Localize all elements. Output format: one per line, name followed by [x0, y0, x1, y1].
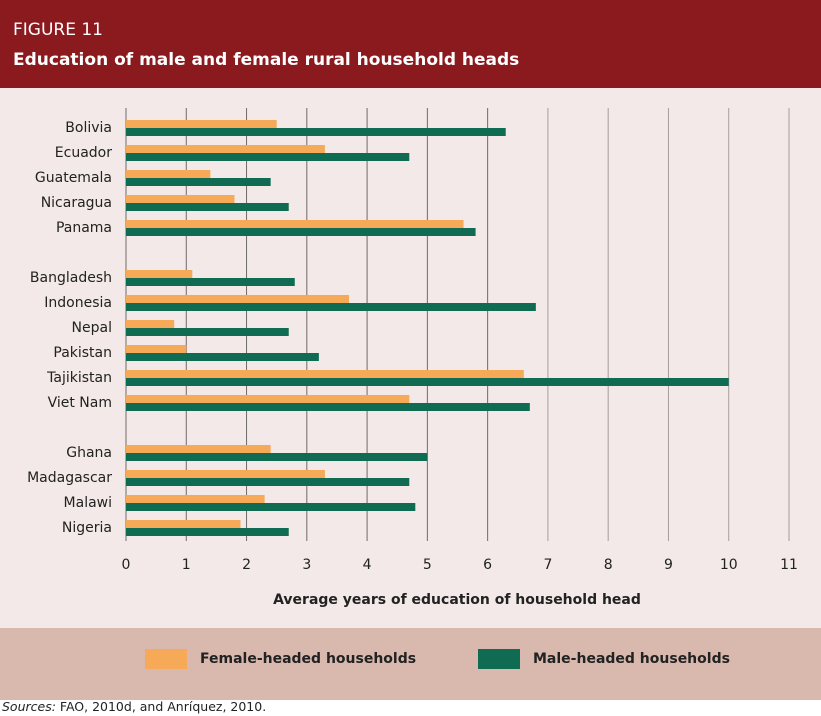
- category-label: Pakistan: [53, 345, 112, 361]
- category-label: Nepal: [72, 320, 112, 336]
- bar-male-nigeria: [126, 528, 289, 536]
- bar-male-pakistan: [126, 353, 319, 361]
- bar-male-malawi: [126, 503, 416, 511]
- x-tick-label: 10: [720, 557, 738, 573]
- bar-female-pakistan: [126, 345, 187, 353]
- category-label: Panama: [56, 220, 112, 236]
- bar-female-bolivia: [126, 120, 277, 128]
- bar-male-nicaragua: [126, 203, 289, 211]
- category-label: Indonesia: [44, 295, 112, 311]
- bar-female-indonesia: [126, 295, 350, 303]
- x-tick-label: 4: [363, 557, 372, 573]
- sources-text: FAO, 2010d, and Anríquez, 2010.: [55, 699, 267, 714]
- category-label: Madagascar: [27, 470, 112, 486]
- bar-female-ghana: [126, 445, 271, 453]
- legend: [0, 628, 821, 700]
- category-label: Malawi: [64, 495, 112, 511]
- figure-header: FIGURE 11 Education of male and female r…: [0, 0, 821, 88]
- bar-female-malawi: [126, 495, 265, 503]
- bar-male-bolivia: [126, 128, 506, 136]
- legend-swatch-male: [478, 649, 520, 669]
- bar-female-nigeria: [126, 520, 241, 528]
- chart-title: Education of male and female rural house…: [13, 50, 520, 70]
- category-label: Viet Nam: [48, 395, 112, 411]
- bar-male-viet-nam: [126, 403, 530, 411]
- bar-female-madagascar: [126, 470, 325, 478]
- category-label: Nigeria: [62, 520, 112, 536]
- category-label: Ecuador: [55, 145, 112, 161]
- bar-male-indonesia: [126, 303, 536, 311]
- category-label: Ghana: [66, 445, 112, 461]
- legend-label-male: Male-headed households: [533, 651, 730, 667]
- legend-swatch-female: [145, 649, 187, 669]
- category-label: Guatemala: [35, 170, 112, 186]
- category-label: Tajikistan: [46, 370, 112, 386]
- category-label: Bangladesh: [30, 270, 112, 286]
- bar-female-bangladesh: [126, 270, 193, 278]
- x-tick-label: 2: [242, 557, 251, 573]
- x-tick-label: 7: [543, 557, 552, 573]
- bar-female-nepal: [126, 320, 175, 328]
- x-tick-label: 3: [302, 557, 311, 573]
- bar-male-ecuador: [126, 153, 410, 161]
- x-tick-label: 11: [780, 557, 798, 573]
- sources-note: Sources: FAO, 2010d, and Anríquez, 2010.: [2, 699, 266, 714]
- bar-female-ecuador: [126, 145, 325, 153]
- figure-label: FIGURE 11: [13, 20, 103, 40]
- bar-male-panama: [126, 228, 476, 236]
- bar-male-bangladesh: [126, 278, 295, 286]
- sources-label: Sources:: [2, 699, 56, 714]
- bar-female-panama: [126, 220, 464, 228]
- bar-female-viet-nam: [126, 395, 410, 403]
- bar-male-madagascar: [126, 478, 410, 486]
- bar-male-nepal: [126, 328, 289, 336]
- category-label: Bolivia: [65, 120, 112, 136]
- x-tick-label: 0: [122, 557, 131, 573]
- x-axis-label: Average years of education of household …: [273, 592, 641, 608]
- x-tick-label: 1: [182, 557, 191, 573]
- bar-female-tajikistan: [126, 370, 524, 378]
- bar-male-ghana: [126, 453, 428, 461]
- bar-chart: 0 1 2 3 4 5 6 7 8 9 10 11 Average years of education…: [27, 108, 798, 608]
- bar-male-tajikistan: [126, 378, 729, 386]
- bar-male-guatemala: [126, 178, 271, 186]
- category-label: Nicaragua: [41, 195, 112, 211]
- x-tick-label: 5: [423, 557, 432, 573]
- bar-female-guatemala: [126, 170, 211, 178]
- legend-label-female: Female-headed households: [200, 651, 417, 667]
- bar-female-nicaragua: [126, 195, 235, 203]
- x-tick-label: 6: [483, 557, 492, 573]
- x-tick-label: 8: [604, 557, 613, 573]
- x-tick-label: 9: [664, 557, 673, 573]
